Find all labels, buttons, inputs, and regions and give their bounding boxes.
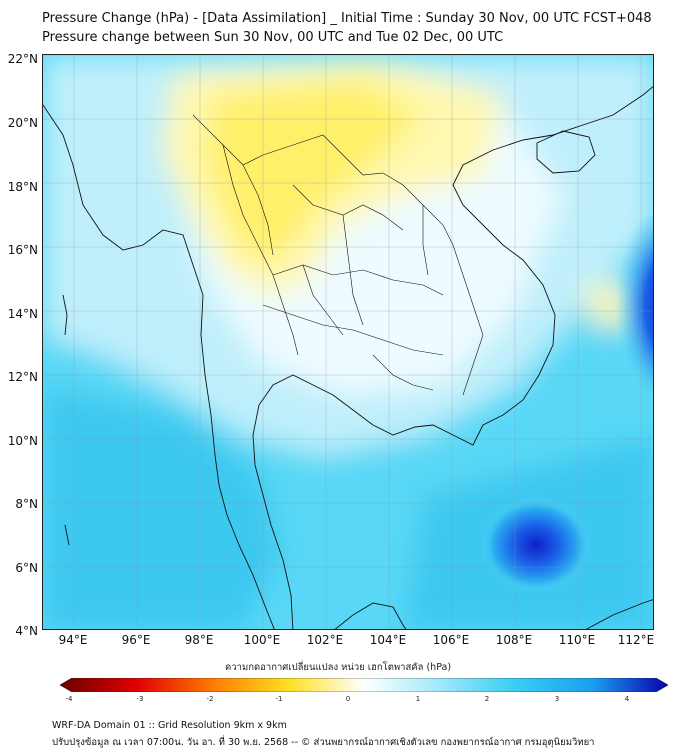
colorbar-tick: -1	[275, 695, 283, 703]
lat-label: 14°N	[7, 307, 38, 321]
graticule	[43, 55, 653, 629]
colorbar	[60, 678, 668, 692]
lon-label: 110°E	[558, 633, 596, 647]
lon-label: 100°E	[243, 633, 281, 647]
map-subtitle: Pressure change between Sun 30 Nov, 00 U…	[42, 30, 504, 45]
lat-label: 8°N	[15, 497, 38, 511]
colorbar-tick: 1	[415, 695, 421, 703]
colorbar-tick: 0	[345, 695, 351, 703]
lat-label: 4°N	[15, 624, 38, 638]
colorbar-tick: -3	[136, 695, 144, 703]
map-title: Pressure Change (hPa) - [Data Assimilati…	[42, 11, 652, 26]
lat-label: 12°N	[7, 370, 38, 384]
footer-model-info: WRF-DA Domain 01 :: Grid Resolution 9km …	[52, 720, 287, 731]
lon-label: 108°E	[495, 633, 533, 647]
lon-label: 96°E	[121, 633, 151, 647]
borders	[192, 114, 484, 396]
lon-label: 106°E	[432, 633, 470, 647]
lat-label: 20°N	[7, 116, 38, 130]
lon-label: 98°E	[184, 633, 214, 647]
lat-label: 22°N	[7, 52, 38, 66]
map-field-svg	[43, 55, 653, 629]
lon-label: 102°E	[306, 633, 344, 647]
lon-label: 112°E	[617, 633, 655, 647]
lat-label: 6°N	[15, 561, 38, 575]
lon-label: 94°E	[58, 633, 88, 647]
low-pressure-center	[480, 497, 592, 593]
colorbar-tick: 4	[624, 695, 630, 703]
lat-label: 16°N	[7, 243, 38, 257]
colorbar-tick: 3	[554, 695, 560, 703]
pressure-change-map	[42, 54, 654, 630]
coastlines	[43, 86, 653, 629]
colorbar-tick: 2	[484, 695, 490, 703]
footer-credit: ปรับปรุงข้อมูล ณ เวลา 07:00น. วัน อา. ที…	[52, 737, 595, 748]
colorbar-tick: -4	[65, 695, 73, 703]
colorbar-title: ความกดอากาศเปลี่ยนแปลง หน่วย เฮกโตพาสคัล…	[224, 662, 452, 673]
lat-label: 10°N	[7, 434, 38, 448]
colorbar-tick: -2	[206, 695, 214, 703]
lat-label: 18°N	[7, 180, 38, 194]
lon-label: 104°E	[369, 633, 407, 647]
